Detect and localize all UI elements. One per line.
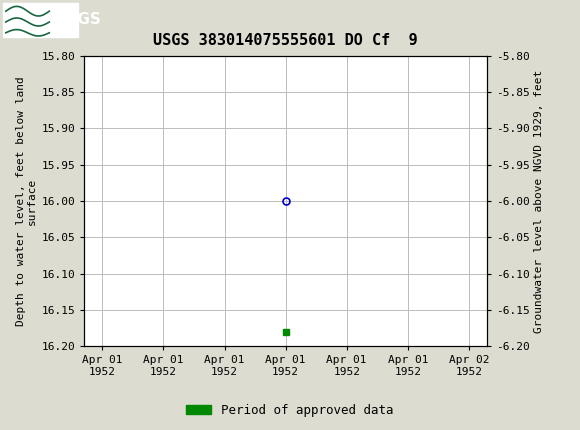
- Y-axis label: Depth to water level, feet below land
surface: Depth to water level, feet below land su…: [16, 76, 37, 326]
- Title: USGS 383014075555601 DO Cf  9: USGS 383014075555601 DO Cf 9: [153, 33, 418, 48]
- Bar: [3, 3, 78, 37]
- Text: USGS: USGS: [55, 12, 102, 28]
- Legend: Period of approved data: Period of approved data: [181, 399, 399, 421]
- Y-axis label: Groundwater level above NGVD 1929, feet: Groundwater level above NGVD 1929, feet: [534, 69, 544, 333]
